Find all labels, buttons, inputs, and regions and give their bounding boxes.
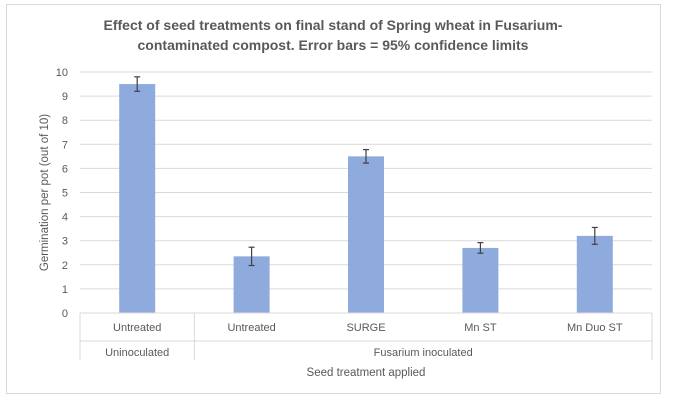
bars <box>119 84 613 313</box>
category-label: Mn Duo ST <box>567 322 623 334</box>
y-tick-labels: 0 1 2 3 4 5 6 7 8 9 10 <box>56 67 68 320</box>
x-axis: Untreated Untreated SURGE Mn ST Mn Duo ST Uni… <box>79 312 653 360</box>
y-tick-label: 0 <box>62 308 68 320</box>
y-tick-label: 2 <box>62 260 68 272</box>
bar <box>462 247 499 313</box>
y-tick-label: 5 <box>62 188 68 200</box>
group-label: Fusarium inoculated <box>374 347 473 359</box>
y-tick-label: 3 <box>62 236 68 248</box>
chart-title-line: contaminated compost. Error bars = 95% c… <box>138 37 529 53</box>
chart-title-line: Effect of seed treatments on final stand… <box>104 17 563 33</box>
y-tick-label: 10 <box>56 67 68 79</box>
y-tick-label: 6 <box>62 163 68 175</box>
y-tick-label: 4 <box>62 212 68 224</box>
y-tick-label: 1 <box>62 284 68 296</box>
chart-frame <box>6 4 661 394</box>
category-label: Untreated <box>227 322 275 334</box>
bar <box>119 84 156 313</box>
category-label: SURGE <box>346 322 385 334</box>
category-label: Untreated <box>113 322 161 334</box>
group-label: Uninoculated <box>105 347 169 359</box>
bar <box>576 235 613 313</box>
x-axis-label: Seed treatment applied <box>307 367 426 379</box>
error-bars <box>134 76 598 267</box>
y-tick-label: 7 <box>62 139 68 151</box>
bar <box>348 156 384 313</box>
y-tick-label: 8 <box>62 115 68 127</box>
chart-title: Effect of seed treatments on final stand… <box>104 17 563 53</box>
category-label: Mn ST <box>464 322 497 334</box>
y-tick-label: 9 <box>62 91 68 103</box>
y-axis-label: Germination per pot (out of 10) <box>39 114 51 271</box>
